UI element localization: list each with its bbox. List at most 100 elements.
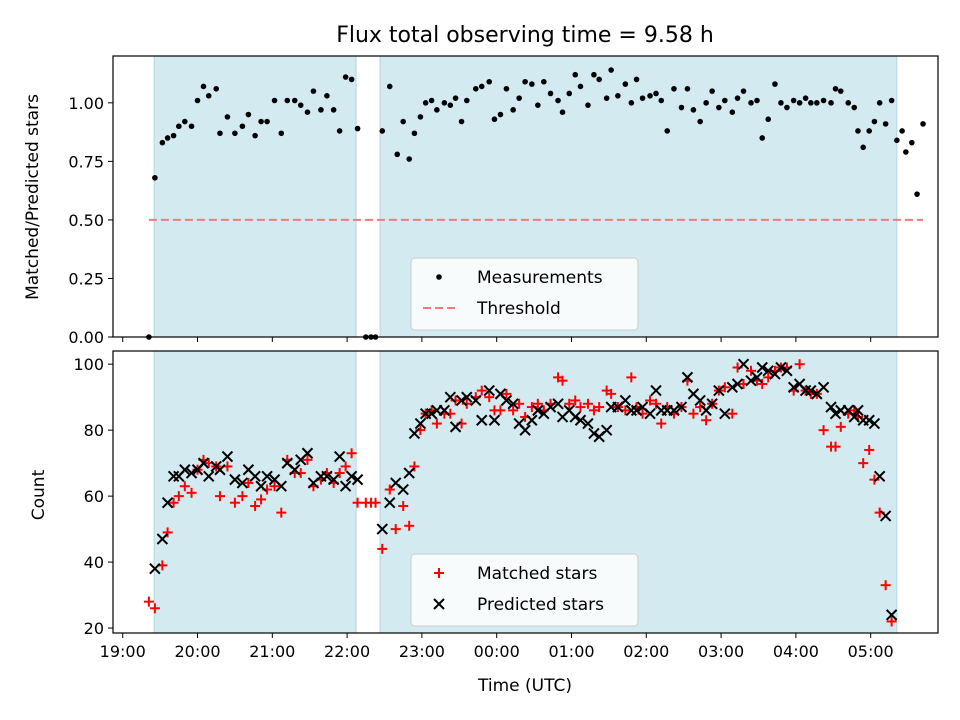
matched-star-point [651, 398, 662, 409]
bottom-y-tick-label: 60 [84, 487, 104, 506]
predicted-star-point [449, 421, 462, 433]
matched-star-point [575, 402, 586, 413]
predicted-star-stroke-b [625, 404, 638, 417]
predicted-star-stroke-b [873, 470, 886, 483]
matched-star-point [886, 616, 897, 627]
measurement-point [837, 88, 844, 94]
predicted-star-stroke-b [203, 470, 215, 483]
measurement-point [441, 100, 448, 106]
measurement-point [572, 71, 579, 78]
measurement-point [497, 111, 504, 118]
predicted-star-point [532, 404, 544, 417]
predicted-star-point [817, 381, 830, 393]
measurement-point [535, 102, 541, 108]
matched-star-point [557, 375, 568, 386]
matched-star-point [409, 461, 420, 472]
predicted-star-stroke-b [345, 470, 358, 483]
predicted-star-stroke-b [242, 464, 255, 476]
measurement-point [903, 149, 909, 155]
matched-star-point [229, 497, 240, 508]
predicted-star-stroke-b [221, 450, 234, 463]
predicted-star-point [829, 407, 842, 420]
matched-star-point [384, 484, 395, 495]
predicted-star-point [261, 470, 273, 483]
matched-star-point [818, 425, 829, 436]
measurement-point [790, 97, 797, 104]
measurement-point [888, 97, 895, 104]
measurement-point [876, 100, 883, 106]
measurement-point [658, 97, 665, 104]
top-y-tick-label: 0.50 [68, 211, 104, 230]
measurement-point [182, 118, 188, 125]
predicted-star-point [425, 407, 438, 420]
bottom-panel: 20 40 60 80 100 19:00 20:00 21:00 22:00 23:00 00:0… [73, 350, 939, 661]
predicted-star-stroke-b [519, 424, 531, 436]
predicted-star-point [488, 414, 501, 426]
predicted-star-stroke-b [384, 497, 396, 509]
predicted-star-point [787, 381, 800, 393]
predicted-star-point [470, 394, 482, 407]
measurement-point [729, 109, 736, 115]
predicted-star-point [885, 609, 898, 621]
measurement-point [882, 121, 889, 127]
predicted-star-point [630, 404, 643, 417]
measurement-point [671, 85, 677, 92]
predicted-star-point [376, 523, 388, 535]
predicted-star-stroke-b [229, 473, 241, 486]
measurement-point [258, 118, 264, 125]
measurement-point [278, 130, 285, 137]
predicted-star-point [805, 384, 817, 397]
matched-star-point [757, 378, 768, 389]
measurement-point [200, 83, 207, 90]
measurement-point [194, 97, 201, 104]
x-tick-label: 04:00 [773, 642, 819, 661]
predicted-star-point [161, 497, 174, 509]
predicted-star-point [461, 391, 473, 403]
predicted-star-point [156, 533, 169, 545]
measurement-point [411, 130, 418, 137]
top-shaded-span [153, 55, 357, 338]
bottom-y-tick-label: 80 [84, 421, 104, 440]
predicted-star-point [781, 365, 793, 377]
bottom-x-axis-label: Time (UTC) [477, 676, 572, 696]
measurement-point [400, 118, 407, 125]
measurement-point [851, 104, 858, 111]
top-y-tick-label: 0.00 [68, 328, 104, 347]
predicted-star-point [625, 404, 638, 417]
x-tick-label: 22:00 [324, 642, 370, 661]
matched-star-point [179, 481, 190, 492]
matched-star-point [431, 418, 442, 429]
predicted-star-point [799, 384, 812, 397]
predicted-star-stroke-b [650, 384, 662, 397]
predicted-star-point [668, 404, 680, 417]
predicted-star-point [321, 470, 333, 483]
predicted-star-point [301, 447, 314, 459]
bottom-y-tick-label: 100 [73, 355, 104, 374]
top-y-axis-label: Matched/Predicted stars [23, 94, 43, 300]
measurement-point [386, 83, 393, 90]
predicted-star-point [706, 398, 718, 410]
predicted-star-point [339, 480, 352, 492]
predicted-star-point [863, 414, 875, 426]
predicted-star-stroke-b [762, 365, 774, 377]
predicted-star-stroke-b [214, 464, 226, 476]
measurement-point [748, 100, 754, 106]
measurement-point [894, 137, 900, 144]
matched-star-point [588, 405, 599, 416]
predicted-star-point [751, 371, 763, 384]
measurement-point [678, 104, 685, 111]
matched-star-point [256, 494, 267, 505]
measurement-point [820, 97, 827, 104]
measurement-point [245, 111, 252, 118]
predicted-star-point [408, 427, 421, 440]
bottom-y-tick-label: 20 [84, 619, 104, 638]
measurement-point [855, 128, 861, 134]
measurement-point [690, 107, 697, 113]
predicted-star-point [185, 467, 198, 479]
measurement-point [778, 100, 784, 106]
matched-star-point [390, 524, 401, 535]
measurement-point [697, 118, 703, 125]
predicted-star-point [848, 411, 860, 423]
predicted-star-stroke-b [636, 401, 649, 413]
measurement-point [784, 104, 790, 111]
